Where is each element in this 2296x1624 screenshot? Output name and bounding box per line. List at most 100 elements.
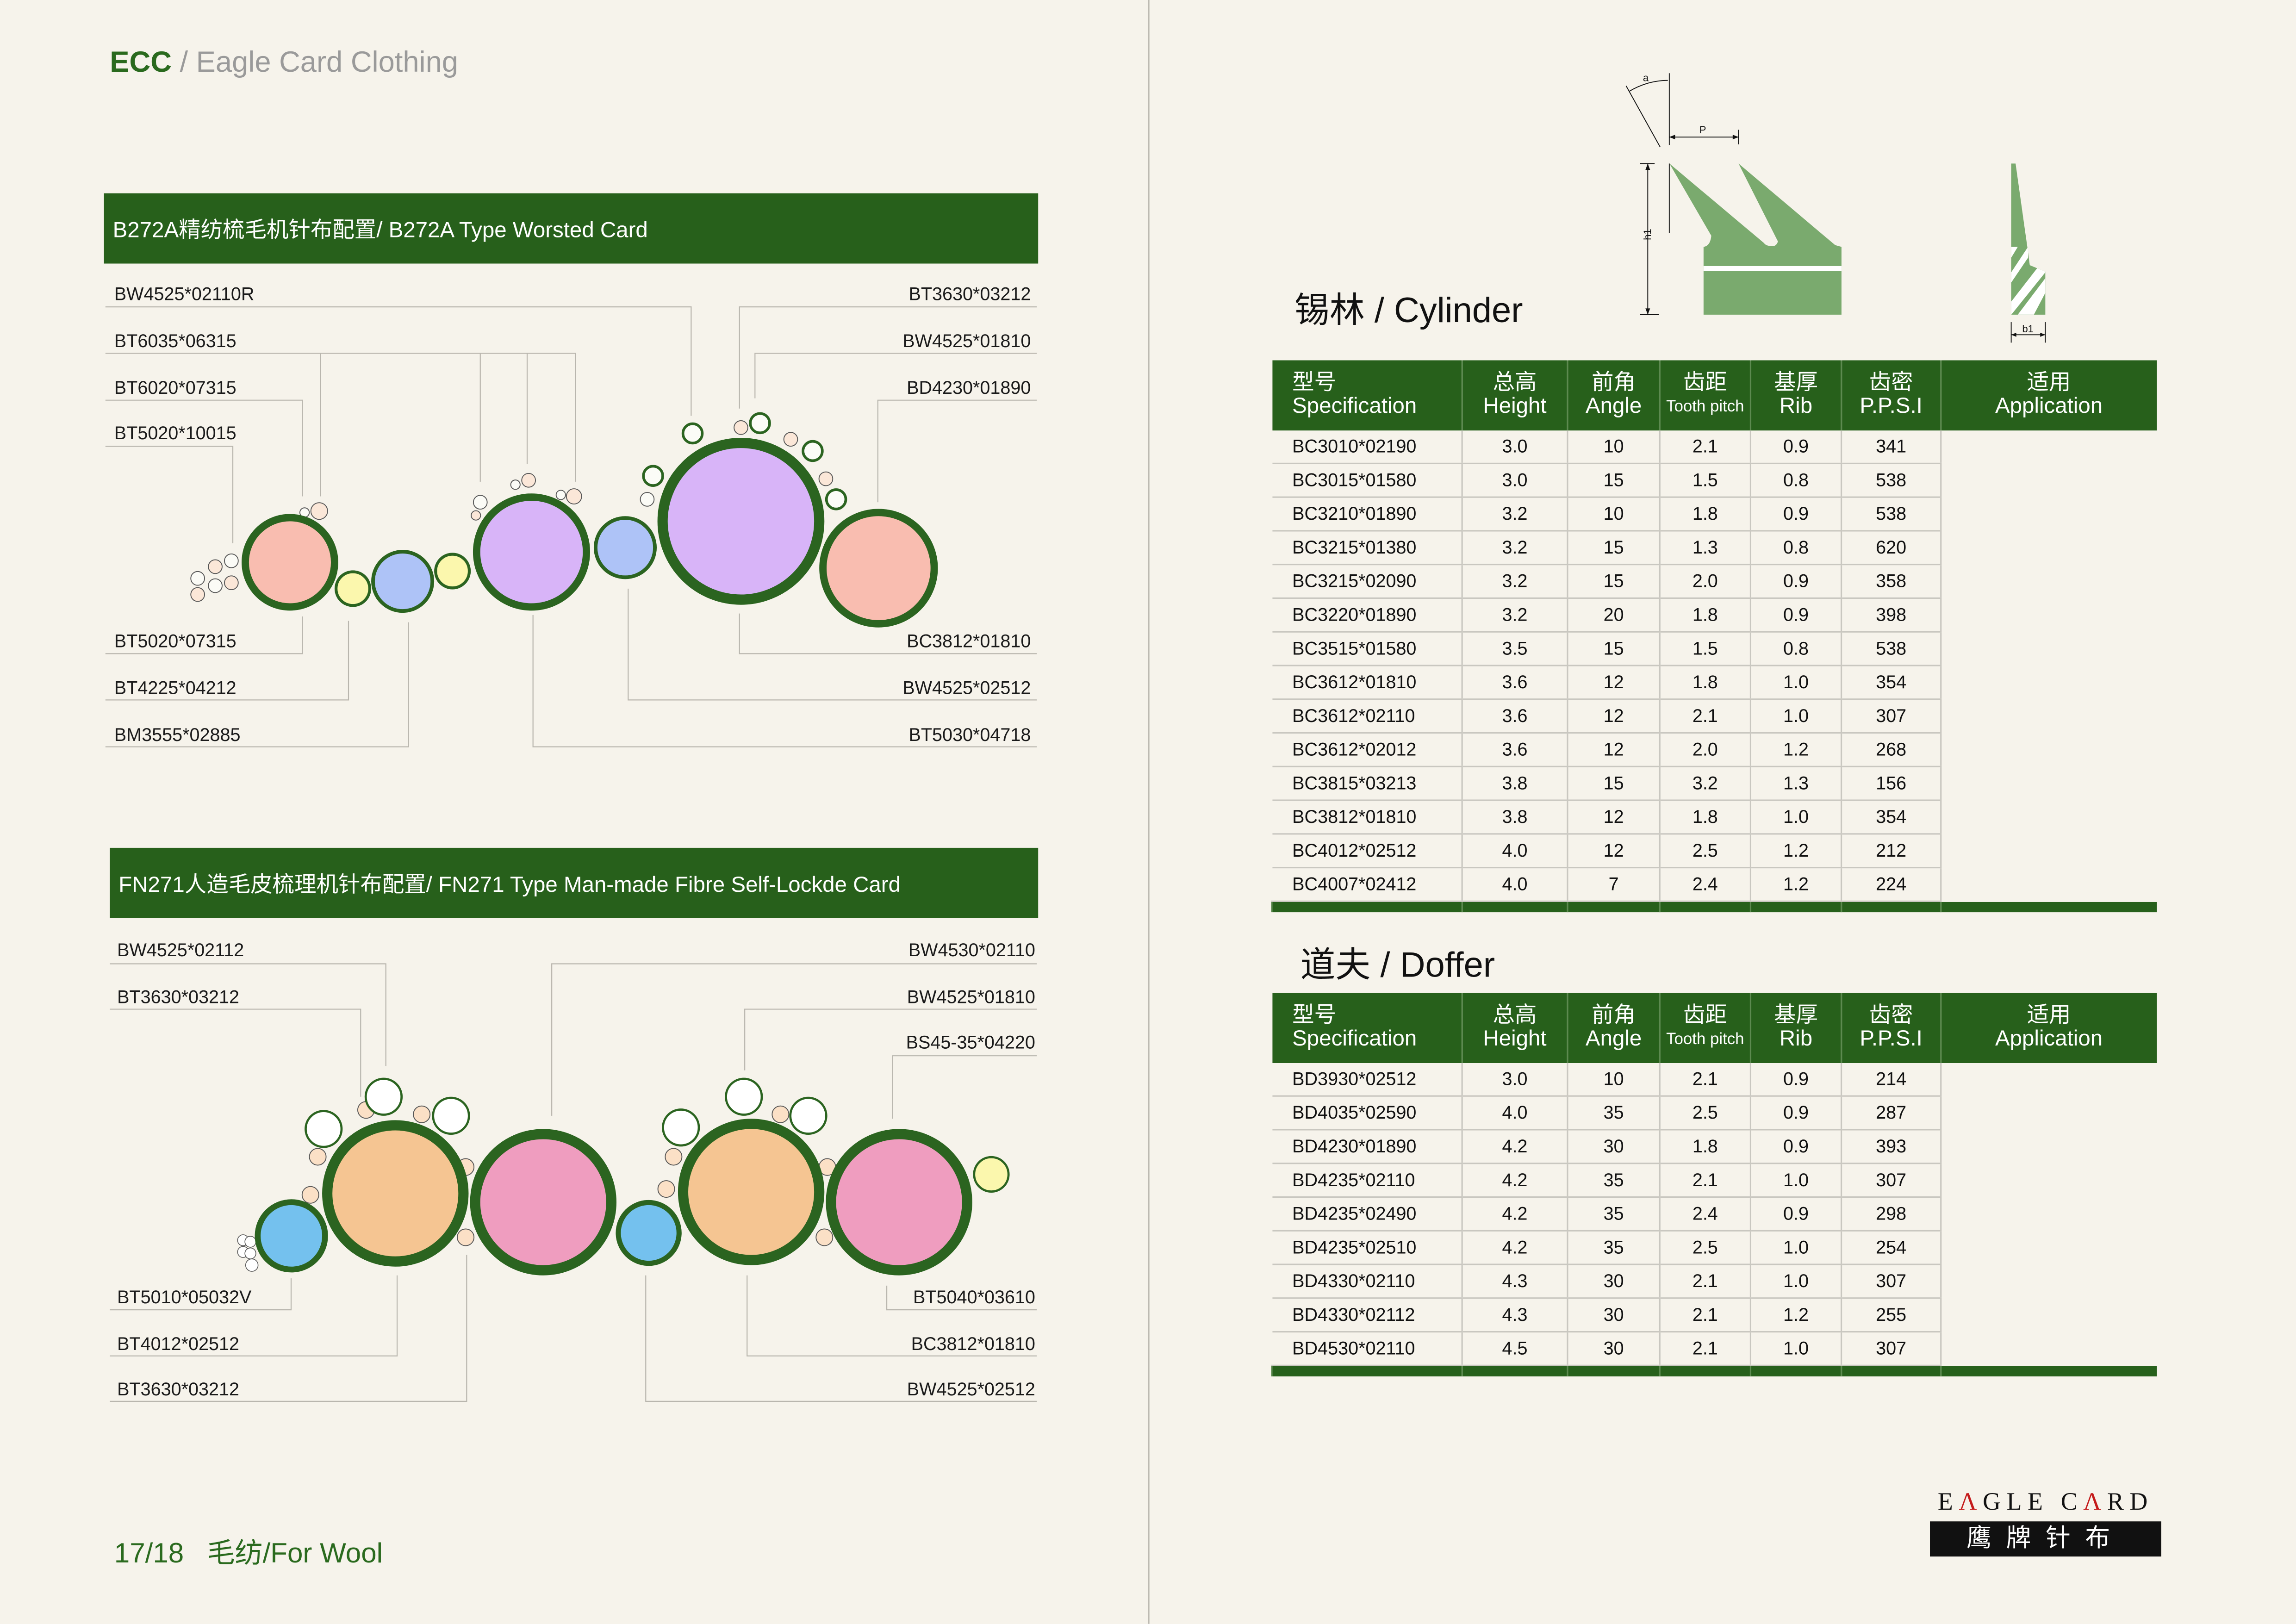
table-cell: 2.1 bbox=[1659, 1264, 1751, 1299]
column-header-cn: 适用 bbox=[2027, 1003, 2071, 1028]
footer-bar-cell bbox=[1461, 901, 1568, 913]
small-roller bbox=[471, 510, 481, 521]
leader-line bbox=[744, 1008, 1037, 1070]
small-roller bbox=[190, 587, 205, 602]
table-cell: 4.3 bbox=[1461, 1298, 1568, 1333]
table-cell: 4.0 bbox=[1461, 834, 1568, 869]
worker-roller bbox=[815, 1228, 834, 1246]
section-name: 毛纺/For Wool bbox=[207, 1539, 383, 1570]
column-header-cn: 总高 bbox=[1493, 1003, 1537, 1028]
angle-label: a bbox=[1643, 72, 1649, 84]
table-row: BD4330*02112 4.3 30 2.1 1.2 255 bbox=[1271, 1298, 2156, 1333]
table-cell: 15 bbox=[1567, 632, 1660, 666]
table-cell: 254 bbox=[1841, 1231, 1941, 1265]
table-header-row: 型号 Specification 总高 Height 前角 Angle 齿距 Tooth pi… bbox=[1271, 360, 2156, 431]
table-cell: 1.2 bbox=[1749, 834, 1842, 869]
transfer-roller bbox=[334, 570, 372, 607]
roller-spec-label: BC3812*01810 bbox=[911, 1334, 1035, 1355]
table-row: BC3215*01380 3.2 15 1.3 0.8 620 bbox=[1271, 530, 2156, 566]
rib-stripe bbox=[1703, 266, 1842, 271]
logo-chinese: 鹰牌针布 bbox=[1930, 1521, 2161, 1557]
column-header-en: Tooth pitch bbox=[1666, 398, 1744, 416]
leader-line bbox=[110, 1278, 292, 1311]
table-cell: 1.3 bbox=[1659, 530, 1751, 566]
small-roller bbox=[310, 502, 328, 520]
roller-spec-label: BT5020*07315 bbox=[114, 631, 236, 652]
table-cell: 7 bbox=[1567, 867, 1660, 902]
small-roller bbox=[473, 495, 488, 510]
application-cell bbox=[1940, 1197, 2156, 1231]
table-cell: 2.4 bbox=[1659, 867, 1751, 902]
doffer-spec-table: 型号 Specification 总高 Height 前角 Angle 齿距 Tooth pi… bbox=[1271, 993, 2156, 1377]
column-header-en: Height bbox=[1483, 394, 1547, 419]
table-cell: 30 bbox=[1567, 1264, 1660, 1299]
leader-line bbox=[551, 963, 1037, 1116]
table-cell: 1.5 bbox=[1659, 632, 1751, 666]
small-roller bbox=[208, 559, 223, 574]
column-header-en: Rib bbox=[1779, 394, 1813, 419]
table-cell: 15 bbox=[1567, 463, 1660, 498]
arrow-icon bbox=[1645, 308, 1650, 315]
column-header-cn: 基厚 bbox=[1774, 370, 1818, 396]
table-cell: 35 bbox=[1567, 1096, 1660, 1131]
leader-line bbox=[877, 399, 1037, 503]
column-header-cn: 齿距 bbox=[1683, 1003, 1727, 1028]
table-cell: 1.8 bbox=[1659, 665, 1751, 700]
table-row: BC3612*01810 3.6 12 1.8 1.0 354 bbox=[1271, 665, 2156, 700]
table-cell: BC4012*02512 bbox=[1271, 834, 1462, 869]
roller-spec-label: BW4530*02110 bbox=[908, 940, 1035, 961]
table-cell: 4.2 bbox=[1461, 1129, 1568, 1164]
application-cell bbox=[1940, 1096, 2156, 1130]
fancy-roller bbox=[973, 1156, 1010, 1193]
worker-roller bbox=[413, 1105, 431, 1123]
table-cell: 1.8 bbox=[1659, 497, 1751, 532]
table-cell: BC3515*01580 bbox=[1271, 632, 1462, 666]
small-roller bbox=[818, 471, 834, 486]
table-cell: 2.5 bbox=[1659, 834, 1751, 869]
table-row: BC3612*02012 3.6 12 2.0 1.2 268 bbox=[1271, 733, 2156, 767]
table-row: BC3220*01890 3.2 20 1.8 0.9 398 bbox=[1271, 598, 2156, 633]
table-cell: 1.0 bbox=[1749, 1332, 1842, 1366]
table-row: BC3515*01580 3.5 15 1.5 0.8 538 bbox=[1271, 632, 2156, 666]
table-cell: BC3215*01380 bbox=[1271, 530, 1462, 566]
table-footer-bar bbox=[1271, 901, 2156, 913]
small-roller bbox=[566, 488, 582, 504]
table-cell: 354 bbox=[1841, 665, 1941, 700]
page-number: 17/18 bbox=[114, 1539, 184, 1570]
table-cell: BC3220*01890 bbox=[1271, 598, 1462, 633]
table-cell: 2.1 bbox=[1659, 430, 1751, 464]
card-clothing-diagrams bbox=[105, 306, 1037, 1402]
table-cell: 307 bbox=[1841, 699, 1941, 734]
small-roller bbox=[244, 1236, 256, 1248]
table-cell: 12 bbox=[1567, 834, 1660, 869]
table-cell: 3.2 bbox=[1659, 766, 1751, 801]
stripper-roller bbox=[305, 1110, 343, 1148]
small-roller bbox=[245, 1258, 259, 1272]
table-cell: 12 bbox=[1567, 665, 1660, 700]
leader-line bbox=[754, 353, 1037, 398]
table-cell: BC3210*01890 bbox=[1271, 497, 1462, 532]
table-cell: 354 bbox=[1841, 800, 1941, 835]
table-row: BD4530*02110 4.5 30 2.1 1.0 307 bbox=[1271, 1332, 2156, 1366]
table-cell: 538 bbox=[1841, 497, 1941, 532]
footer-bar-cell bbox=[1271, 1365, 1462, 1377]
leader-line bbox=[628, 588, 1037, 701]
application-cell bbox=[1940, 1231, 2156, 1265]
leader-line bbox=[739, 613, 1037, 654]
roller-spec-label: BT3630*03212 bbox=[117, 987, 240, 1008]
table-cell: 15 bbox=[1567, 766, 1660, 801]
column-header: 前角 Angle bbox=[1567, 360, 1660, 431]
table-cell: 1.0 bbox=[1749, 1163, 1842, 1198]
table-cell: 307 bbox=[1841, 1264, 1941, 1299]
table-cell: BD4530*02110 bbox=[1271, 1332, 1462, 1366]
table-cell: 1.8 bbox=[1659, 598, 1751, 633]
table-cell: 1.0 bbox=[1749, 1264, 1842, 1299]
angle-arc bbox=[1629, 80, 1668, 92]
table-cell: BC3612*02110 bbox=[1271, 699, 1462, 734]
table-row: BC4012*02512 4.0 12 2.5 1.2 212 bbox=[1271, 834, 2156, 869]
application-cell bbox=[1940, 598, 2156, 632]
table-cell: 0.9 bbox=[1749, 1129, 1842, 1164]
worker-roller bbox=[665, 1148, 683, 1166]
table-cell: 3.6 bbox=[1461, 665, 1568, 700]
column-header-cn: 总高 bbox=[1493, 370, 1537, 396]
